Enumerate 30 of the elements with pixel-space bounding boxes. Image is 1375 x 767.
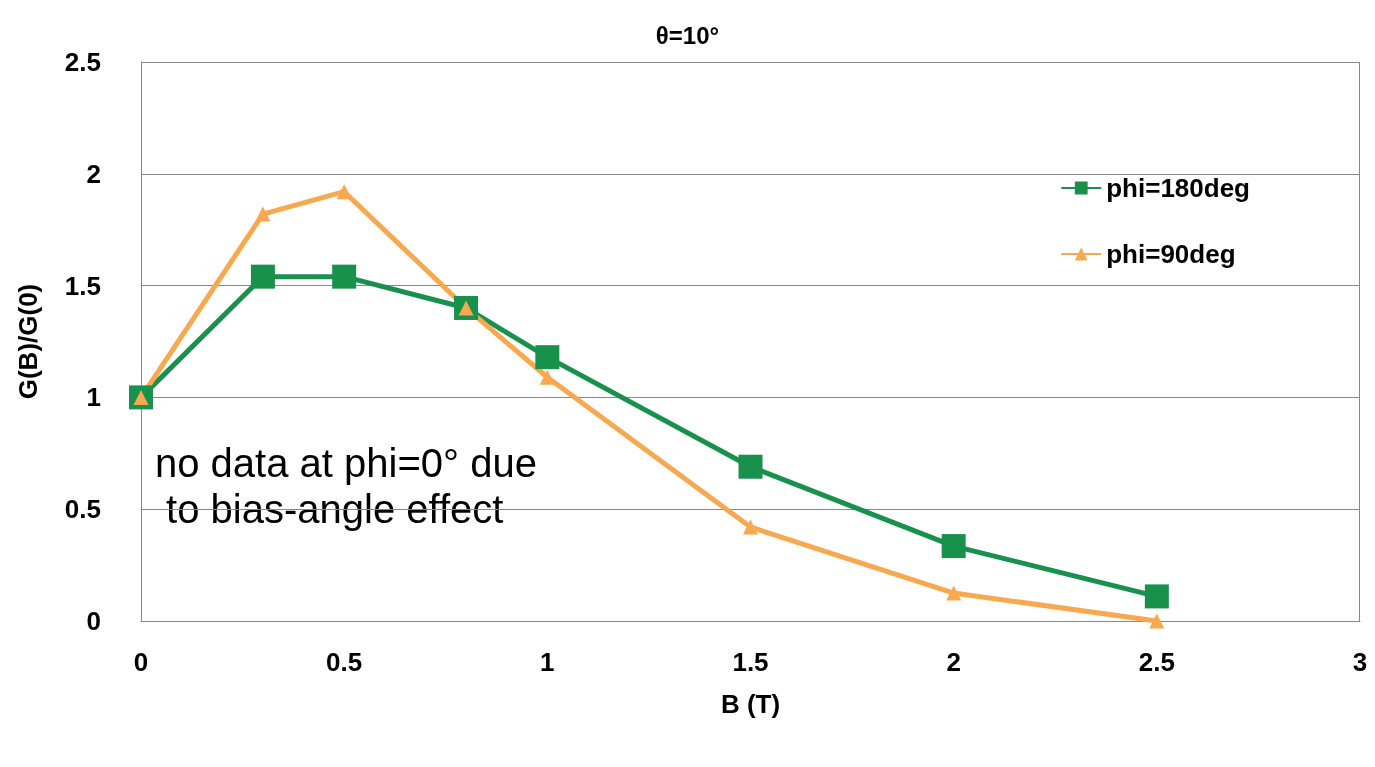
point	[250, 264, 275, 289]
point	[743, 519, 758, 535]
x-tick-label: 2.5	[1138, 647, 1175, 677]
x-tick-label: 1	[540, 647, 555, 677]
legend-label: phi=180deg	[1106, 173, 1251, 203]
x-axis-title: B (T)	[720, 689, 781, 719]
chart-title: θ=10°	[655, 21, 720, 49]
point	[535, 345, 560, 370]
point	[941, 534, 966, 559]
point	[946, 585, 962, 601]
point	[332, 264, 357, 289]
x-tick-label: 0.5	[326, 647, 363, 677]
y-tick-label: 0.5	[64, 494, 101, 525]
point	[1149, 613, 1165, 629]
point	[738, 454, 763, 479]
point	[539, 369, 555, 385]
y-axis-title: G(B)/G(0)	[13, 283, 43, 400]
y-tick-label: 2	[86, 158, 101, 189]
point	[255, 206, 271, 222]
annotation: no data at phi=0° due to bias-angle effect	[155, 441, 537, 531]
x-tick-label: 2	[946, 647, 961, 677]
y-tick-label: 2.5	[64, 47, 101, 77]
y-tick-label: 0	[86, 606, 101, 636]
y-tick-label: 1.5	[64, 270, 101, 301]
legend-label: phi=90deg	[1106, 239, 1236, 269]
x-tick-label: 3	[1352, 647, 1368, 677]
y-tick-label: 1	[86, 382, 101, 413]
point	[1144, 584, 1169, 609]
x-tick-label: 1.5	[732, 647, 769, 677]
x-tick-label: 0	[133, 647, 149, 677]
